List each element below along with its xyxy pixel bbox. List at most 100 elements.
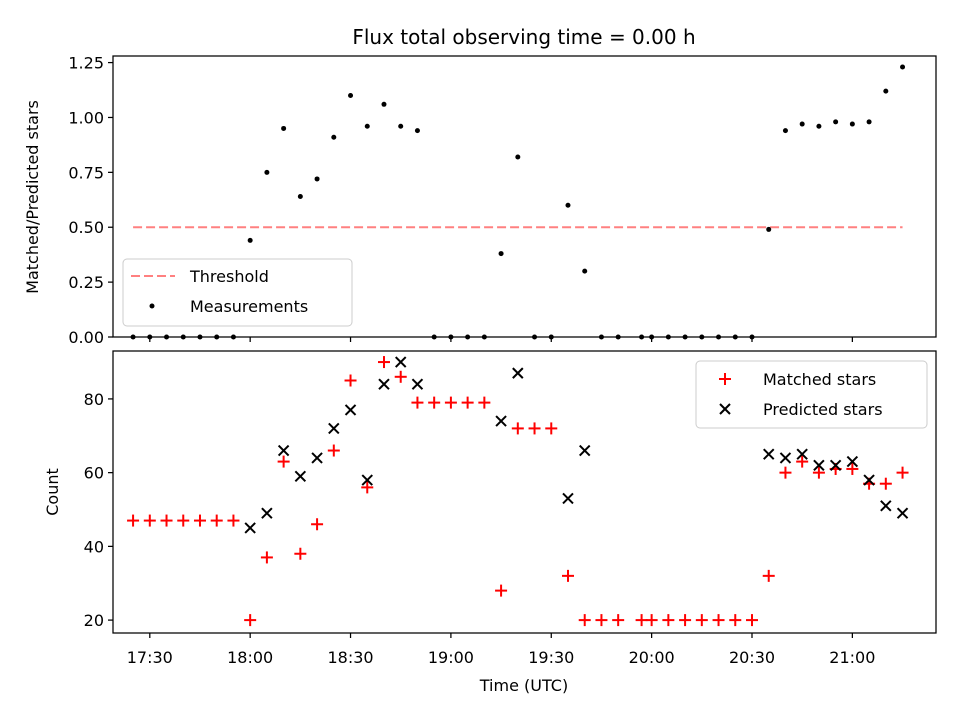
predicted-star-point <box>244 522 256 534</box>
matched-star-point <box>729 614 742 627</box>
matched-star-point <box>143 514 156 527</box>
predicted-star-point <box>411 378 424 390</box>
measurement-point <box>816 123 822 129</box>
measurement-point <box>799 121 805 127</box>
matched-star-point <box>762 569 775 582</box>
measurement-point <box>448 334 454 340</box>
predicted-star-point <box>378 378 390 390</box>
y-tick-label: 1.00 <box>68 108 104 127</box>
matched-star-point <box>461 396 474 409</box>
matched-star-point <box>327 444 340 457</box>
measurement-point <box>398 123 404 129</box>
predicted-star-point <box>395 356 407 368</box>
bottom-y-axis-label: Count <box>43 468 62 516</box>
matched-star-point <box>645 614 658 627</box>
measurement-point <box>498 251 504 257</box>
matched-star-point <box>879 477 892 490</box>
measurement-point <box>197 334 203 340</box>
bottom-x-axis: 17:30 18:00 18:30 19:00 19:30 20:00 20:30 21:00 <box>127 633 875 667</box>
x-tick-label: 20:30 <box>729 648 775 667</box>
y-tick-label: 20 <box>84 611 104 630</box>
x-axis-label: Time (UTC) <box>479 676 568 695</box>
top-y-axis-label: Matched/Predicted stars <box>23 100 42 294</box>
predicted-star-point <box>328 422 340 435</box>
x-tick-label: 19:30 <box>528 648 574 667</box>
measurement-point <box>548 334 554 340</box>
matched-star-point <box>311 518 324 531</box>
matched-star-point <box>712 614 725 627</box>
matched-star-point <box>361 481 374 494</box>
predicted-star-point <box>512 367 524 379</box>
top-legend: Threshold Measurements <box>122 258 353 327</box>
matched-star-point <box>244 614 257 627</box>
top-legend-box <box>122 258 353 327</box>
measurement-point <box>297 194 303 199</box>
measurement-point <box>331 134 337 140</box>
y-tick-label: 60 <box>84 464 104 483</box>
measurement-point <box>565 202 571 208</box>
chart-title: Flux total observing time = 0.00 h <box>352 25 695 49</box>
matched-star-point <box>635 614 648 627</box>
measurement-point <box>883 88 889 94</box>
y-tick-label: 40 <box>84 537 104 556</box>
measurement-point <box>639 334 645 340</box>
measurement-point <box>598 334 604 340</box>
matched-star-point <box>545 422 558 435</box>
predicted-star-point <box>261 507 273 519</box>
y-tick-label: 80 <box>84 390 104 409</box>
measurement-point <box>180 334 186 340</box>
matched-star-point <box>779 466 792 479</box>
measurement-point <box>649 334 655 340</box>
measurement-point <box>615 334 621 340</box>
matched-star-point <box>679 614 692 627</box>
measurement-point <box>214 334 220 340</box>
matched-star-point <box>578 614 591 627</box>
x-tick-label: 19:00 <box>428 648 474 667</box>
measurement-point <box>314 176 320 182</box>
measurement-point <box>164 334 170 340</box>
matched-star-point <box>846 462 859 475</box>
matched-star-point <box>377 356 390 369</box>
measurement-point <box>849 121 855 127</box>
y-tick-label: 0.50 <box>68 218 104 237</box>
predicted-star-point <box>277 444 290 457</box>
predicted-star-point <box>294 470 307 483</box>
predicted-star-point <box>829 459 842 471</box>
matched-star-point <box>812 466 825 479</box>
matched-star-point <box>662 614 675 627</box>
matched-star-point <box>394 370 407 383</box>
measurement-point <box>766 226 772 232</box>
bottom-plot-frame <box>112 350 937 634</box>
measurement-point <box>732 334 738 340</box>
predicted-star-point <box>763 448 775 460</box>
predicted-star-point <box>779 452 792 464</box>
matched-star-point <box>796 455 809 468</box>
matched-star-point <box>210 514 223 527</box>
legend-predicted-swatch <box>719 403 731 415</box>
measurement-point <box>414 128 420 134</box>
measurement-point <box>147 334 153 340</box>
measurement-point <box>682 334 688 340</box>
matched-star-point <box>528 422 541 435</box>
matched-star-point <box>160 514 173 527</box>
matched-star-point <box>561 569 574 582</box>
predicted-star-point <box>579 444 591 457</box>
measurement-point <box>281 125 287 131</box>
measurement-point <box>699 334 705 340</box>
matched-star-point <box>411 396 424 409</box>
matched-star-point <box>896 466 909 479</box>
legend-threshold-label: Threshold <box>189 267 269 286</box>
measurement-point <box>665 334 671 340</box>
matched-star-point <box>478 396 491 409</box>
matched-star-point <box>177 514 190 527</box>
predicted-star-point <box>863 474 875 486</box>
predicted-star-point <box>896 507 909 519</box>
measurement-point <box>130 334 136 340</box>
legend-measurements-label: Measurements <box>190 297 308 316</box>
matched-star-point <box>444 396 457 409</box>
measurement-point <box>833 119 839 125</box>
legend-measurements-swatch <box>149 303 155 309</box>
measurement-point <box>782 128 788 134</box>
x-tick-label: 20:00 <box>629 648 675 667</box>
predicted-star-point <box>361 474 373 486</box>
